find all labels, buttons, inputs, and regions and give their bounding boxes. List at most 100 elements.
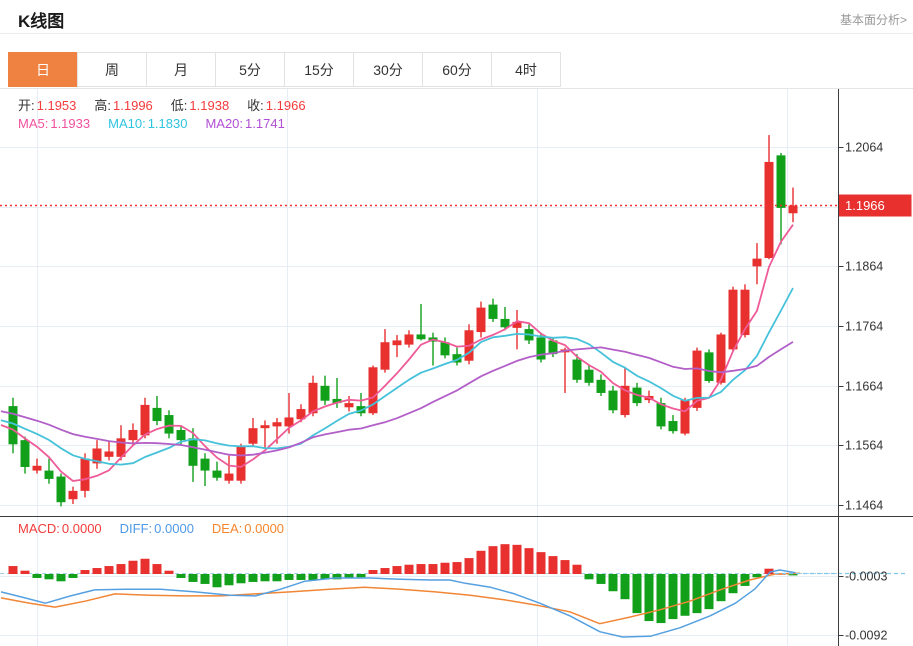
tab-monthly[interactable]: 月 bbox=[146, 52, 216, 87]
last-price-tag-text: 1.1966 bbox=[845, 198, 885, 213]
macd-bar bbox=[536, 552, 546, 574]
tab-60min[interactable]: 60分 bbox=[422, 52, 492, 87]
ma-ma5: MA5: 1.1933 bbox=[18, 116, 90, 131]
candle-body bbox=[404, 334, 414, 345]
macd-bar bbox=[440, 562, 450, 574]
ma10-line bbox=[0, 287, 794, 466]
macd-bar bbox=[332, 574, 342, 580]
candle-body bbox=[476, 307, 486, 333]
ohlc-close: 收: 1.1966 bbox=[247, 98, 305, 113]
ma-ma20-value: 1.1741 bbox=[245, 116, 285, 131]
macd-bar bbox=[752, 574, 762, 578]
candle-body bbox=[716, 334, 726, 383]
candle-body bbox=[236, 446, 246, 481]
macd-bar bbox=[512, 544, 522, 574]
candle-body bbox=[740, 289, 750, 336]
candle-body bbox=[656, 403, 666, 427]
macd-diff: DIFF: 0.0000 bbox=[120, 521, 194, 536]
macd-bar bbox=[32, 574, 42, 578]
macd-bar bbox=[404, 564, 414, 574]
candle-body bbox=[56, 476, 66, 503]
macd-bar bbox=[20, 570, 30, 574]
candle-body bbox=[620, 385, 630, 416]
candle-body bbox=[752, 258, 762, 267]
macd-bar bbox=[380, 568, 390, 574]
macd-bar bbox=[560, 560, 570, 574]
candle-body bbox=[116, 438, 126, 457]
candle-body bbox=[512, 321, 522, 328]
macd-bar bbox=[248, 574, 258, 582]
tab-4hour[interactable]: 4时 bbox=[491, 52, 561, 87]
tab-5min[interactable]: 5分 bbox=[215, 52, 285, 87]
ohlc-close-label: 收: bbox=[247, 98, 264, 113]
axis-label: 1.1564 bbox=[845, 438, 883, 452]
macd-dea-value: 0.0000 bbox=[244, 521, 285, 536]
macd-bar bbox=[452, 562, 462, 574]
macd-bar bbox=[152, 564, 162, 574]
macd-bar bbox=[572, 564, 582, 574]
ma-ma10-label: MA10: bbox=[108, 116, 146, 131]
candle-body bbox=[272, 422, 282, 427]
fundamental-analysis-link[interactable]: 基本面分析> bbox=[839, 13, 907, 27]
candle-body bbox=[332, 398, 342, 404]
macd-bar bbox=[212, 574, 222, 588]
macd-bar bbox=[188, 574, 198, 582]
candle-body bbox=[728, 289, 738, 350]
candle-body bbox=[548, 340, 558, 355]
candle-body bbox=[80, 458, 90, 491]
tab-daily[interactable]: 日 bbox=[8, 52, 78, 87]
macd-bar bbox=[632, 574, 642, 614]
macd-bar bbox=[728, 574, 738, 594]
candle-body bbox=[296, 409, 306, 420]
candle-body bbox=[104, 451, 114, 457]
macd-bar bbox=[140, 558, 150, 574]
macd-bar bbox=[176, 574, 186, 578]
macd-bar bbox=[740, 574, 750, 586]
macd-bar bbox=[200, 574, 210, 584]
macd-bar bbox=[428, 564, 438, 574]
candle-body bbox=[452, 354, 462, 363]
tabbar-border bbox=[0, 88, 913, 89]
candle-body bbox=[488, 304, 498, 319]
candle-body bbox=[692, 350, 702, 408]
ma-ma5-value: 1.1933 bbox=[50, 116, 91, 131]
macd-bar bbox=[644, 574, 654, 622]
ma20-line bbox=[0, 341, 794, 457]
candle-body bbox=[536, 337, 546, 360]
candle-body bbox=[212, 470, 222, 478]
macd-bar bbox=[464, 558, 474, 574]
ma-ma20: MA20: 1.1741 bbox=[205, 116, 284, 131]
axis-label: 1.1864 bbox=[845, 259, 883, 273]
candle-body bbox=[440, 342, 450, 356]
ohlc-close-value: 1.1966 bbox=[265, 98, 306, 113]
tab-weekly[interactable]: 周 bbox=[77, 52, 147, 87]
axis-label: -0.0003 bbox=[845, 569, 887, 583]
tab-30min[interactable]: 30分 bbox=[353, 52, 423, 87]
ohlc-open-label: 开: bbox=[18, 98, 35, 113]
candle-body bbox=[344, 403, 354, 408]
macd-bar bbox=[368, 570, 378, 574]
macd-bar bbox=[260, 574, 270, 582]
candle-body bbox=[224, 473, 234, 481]
page-title: K线图 bbox=[18, 12, 65, 31]
candle-body bbox=[248, 428, 258, 444]
macd-bar bbox=[788, 574, 798, 576]
macd-bar bbox=[92, 568, 102, 574]
ohlc-low-label: 低: bbox=[170, 98, 188, 113]
diff-line bbox=[0, 569, 796, 638]
macd-bar bbox=[344, 574, 354, 578]
macd-bar bbox=[284, 574, 294, 580]
tab-15min[interactable]: 15分 bbox=[284, 52, 354, 87]
ohlc-low-value: 1.1938 bbox=[189, 98, 230, 113]
macd-bar bbox=[500, 544, 510, 574]
macd-bar bbox=[308, 574, 318, 580]
macd-bar bbox=[716, 574, 726, 602]
ma-legend-row: MA5: 1.1933 MA10: 1.1830 MA20: 1.1741 bbox=[18, 116, 303, 131]
macd-bar bbox=[236, 574, 246, 584]
macd-bar bbox=[608, 574, 618, 592]
macd-bar bbox=[320, 574, 330, 580]
candle-body bbox=[284, 417, 294, 427]
ohlc-high: 高: 1.1996 bbox=[94, 98, 152, 113]
candle-body bbox=[764, 161, 774, 259]
